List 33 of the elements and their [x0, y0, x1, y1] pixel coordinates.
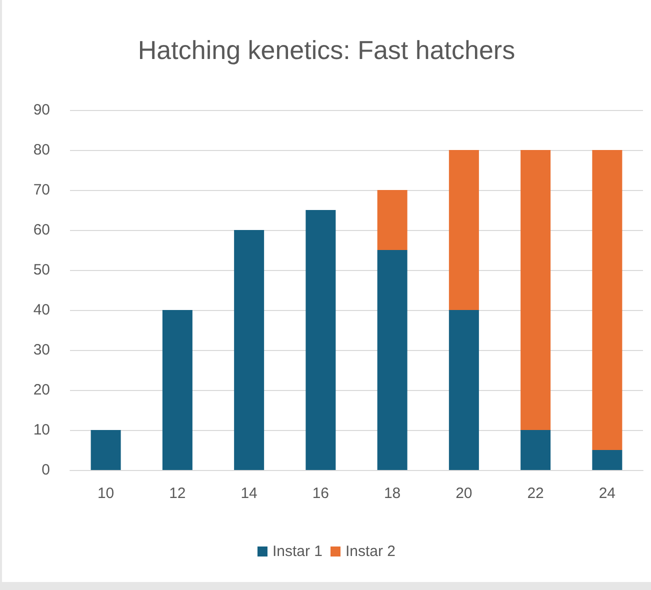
x-tick-label: 18	[384, 485, 401, 502]
x-tick-label: 16	[312, 485, 330, 502]
bar	[448, 310, 479, 470]
legend-label: Instar 2	[346, 543, 396, 560]
chart-title: Hatching kenetics: Fast hatchers	[138, 35, 516, 65]
bar	[234, 230, 264, 470]
y-tick-label: 0	[42, 462, 50, 478]
x-tick-label: 22	[527, 485, 544, 502]
bar	[162, 310, 192, 470]
bar	[520, 430, 551, 470]
bar	[306, 210, 336, 470]
x-tick-label: 14	[240, 485, 258, 502]
legend-label: Instar 1	[272, 543, 323, 560]
y-tick-label: 80	[33, 142, 50, 158]
bar	[377, 250, 408, 470]
bar	[592, 150, 622, 450]
x-tick-label: 24	[598, 485, 616, 502]
y-tick-label: 20	[33, 382, 50, 398]
y-tick-label: 10	[33, 422, 50, 438]
x-tick-label: 20	[456, 485, 472, 502]
bar	[520, 150, 551, 430]
y-tick-label: 40	[33, 302, 50, 318]
x-tick-label: 10	[97, 485, 114, 502]
y-tick-label: 60	[33, 222, 50, 238]
y-tick-label: 50	[33, 262, 50, 278]
bar	[592, 450, 622, 470]
y-tick-label: 90	[33, 102, 50, 118]
bar	[90, 430, 121, 470]
bar	[377, 190, 408, 250]
y-tick-label: 30	[33, 342, 50, 358]
y-tick-label: 70	[33, 182, 50, 198]
x-tick-label: 12	[169, 485, 186, 502]
bar	[448, 150, 479, 310]
